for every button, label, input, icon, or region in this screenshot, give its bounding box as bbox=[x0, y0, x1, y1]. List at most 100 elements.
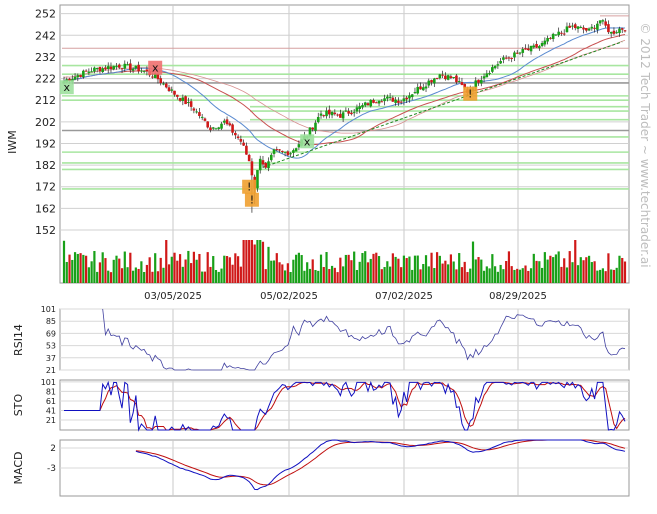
volume-bar bbox=[471, 241, 475, 283]
volume-bar bbox=[388, 266, 392, 283]
candle-body bbox=[84, 70, 88, 72]
volume-bar bbox=[416, 255, 419, 283]
candle-body bbox=[433, 78, 436, 84]
candle-body bbox=[441, 74, 444, 76]
candle-body bbox=[167, 87, 171, 92]
volume-bar bbox=[355, 269, 359, 283]
candle-body bbox=[101, 68, 104, 73]
volume-bar bbox=[118, 258, 121, 283]
volume-bar bbox=[582, 260, 585, 283]
volume-bar bbox=[220, 268, 223, 283]
candle-body bbox=[156, 73, 160, 80]
volume-bar bbox=[297, 252, 301, 283]
candle-body bbox=[416, 86, 420, 94]
price-tick-label: 242 bbox=[35, 29, 56, 42]
volume-bar bbox=[259, 240, 262, 283]
candle-body bbox=[328, 109, 331, 115]
candle-body bbox=[333, 112, 337, 115]
volume-bar bbox=[295, 254, 298, 283]
volume-bar bbox=[107, 270, 110, 283]
candle-body bbox=[529, 45, 533, 52]
candle-body bbox=[145, 69, 149, 72]
candle-body bbox=[573, 24, 577, 29]
candle-body bbox=[222, 120, 226, 123]
volume-bar bbox=[162, 267, 165, 283]
volume-bar bbox=[568, 251, 571, 283]
volume-bar bbox=[535, 260, 538, 283]
volume-bar bbox=[96, 271, 99, 283]
volume-bar bbox=[187, 250, 190, 283]
candle-body bbox=[95, 68, 99, 70]
rsi-tick-label: 21 bbox=[46, 366, 56, 375]
candle-body bbox=[87, 71, 91, 73]
candle-body bbox=[269, 154, 273, 161]
candle-body bbox=[397, 100, 400, 103]
volume-bar bbox=[560, 266, 563, 283]
candle-body bbox=[267, 161, 270, 169]
macd-tick-label: -3 bbox=[47, 464, 56, 474]
volume-bar bbox=[303, 270, 306, 283]
candle-body bbox=[352, 112, 356, 114]
volume-bar bbox=[494, 266, 497, 283]
candle-body bbox=[164, 83, 168, 88]
candle-body bbox=[524, 48, 527, 50]
volume-bar bbox=[375, 252, 378, 283]
candle-body bbox=[618, 28, 621, 34]
candle-body bbox=[73, 76, 77, 80]
volume-bar bbox=[361, 253, 364, 283]
volume-bar bbox=[272, 260, 276, 283]
volume-bar bbox=[71, 259, 74, 283]
candle-body bbox=[551, 33, 555, 40]
volume-bar bbox=[516, 268, 519, 283]
volume-bar bbox=[148, 257, 151, 283]
volume-bar bbox=[402, 255, 406, 283]
volume-bar bbox=[491, 254, 494, 283]
candle-body bbox=[355, 107, 359, 112]
volume-bar bbox=[540, 267, 544, 283]
volume-bar bbox=[140, 261, 143, 283]
volume-bar bbox=[225, 256, 229, 283]
candle-body bbox=[477, 79, 480, 83]
volume-bar bbox=[73, 252, 77, 283]
candle-body bbox=[211, 127, 215, 129]
candle-body bbox=[311, 127, 315, 130]
candle-body bbox=[192, 108, 196, 111]
volume-bar bbox=[607, 253, 610, 283]
candle-body bbox=[278, 149, 281, 151]
x-tick-label: 05/02/2025 bbox=[260, 291, 318, 302]
candle-body bbox=[294, 148, 298, 152]
volume-bar bbox=[328, 269, 331, 283]
volume-bar bbox=[283, 270, 287, 283]
volume-bar bbox=[532, 253, 535, 283]
candle-body bbox=[198, 112, 201, 116]
candle-body bbox=[419, 86, 422, 90]
volume-bar bbox=[173, 252, 176, 283]
volume-bar bbox=[604, 271, 607, 283]
volume-bar bbox=[463, 261, 466, 283]
volume-bar bbox=[579, 257, 582, 283]
volume-bar bbox=[397, 258, 400, 283]
volume-bar bbox=[383, 267, 386, 283]
candle-body bbox=[109, 66, 113, 70]
volume-bar bbox=[546, 259, 549, 283]
candle-body bbox=[106, 66, 110, 70]
candle-body bbox=[421, 87, 425, 91]
volume-bar bbox=[192, 251, 195, 283]
volume-bar bbox=[245, 240, 248, 283]
candle-body bbox=[292, 150, 295, 153]
volume-bar bbox=[510, 266, 513, 283]
volume-bar bbox=[306, 262, 309, 283]
volume-bar bbox=[455, 269, 458, 283]
volume-bar bbox=[391, 253, 394, 283]
candle-body bbox=[513, 52, 516, 58]
candle-body bbox=[435, 77, 439, 79]
candle-body bbox=[339, 113, 342, 118]
price-tick-label: 192 bbox=[35, 137, 56, 150]
sto-tick-label: 41 bbox=[46, 406, 56, 415]
sto-tick-label: 101 bbox=[41, 378, 56, 387]
signal-marker-label: ! bbox=[468, 88, 472, 101]
candle-body bbox=[231, 124, 234, 133]
volume-bar bbox=[441, 263, 444, 283]
volume-bar bbox=[300, 255, 303, 283]
